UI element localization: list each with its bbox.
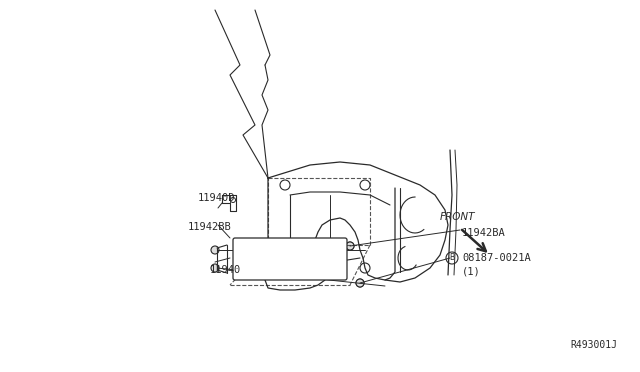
Text: 11940: 11940 (210, 265, 241, 275)
Text: 11940D: 11940D (198, 193, 236, 203)
Circle shape (356, 279, 364, 287)
Text: 08187-0021A: 08187-0021A (462, 253, 531, 263)
Text: FRONT: FRONT (440, 212, 476, 222)
Circle shape (346, 242, 354, 250)
Circle shape (211, 264, 219, 272)
Circle shape (211, 246, 219, 254)
Text: 11942BB: 11942BB (188, 222, 232, 232)
Text: R493001J: R493001J (570, 340, 617, 350)
Text: (1): (1) (462, 267, 481, 277)
Text: B: B (449, 253, 454, 263)
Circle shape (356, 279, 364, 287)
Circle shape (346, 242, 354, 250)
Text: 11942BA: 11942BA (462, 228, 506, 238)
FancyBboxPatch shape (233, 238, 347, 280)
